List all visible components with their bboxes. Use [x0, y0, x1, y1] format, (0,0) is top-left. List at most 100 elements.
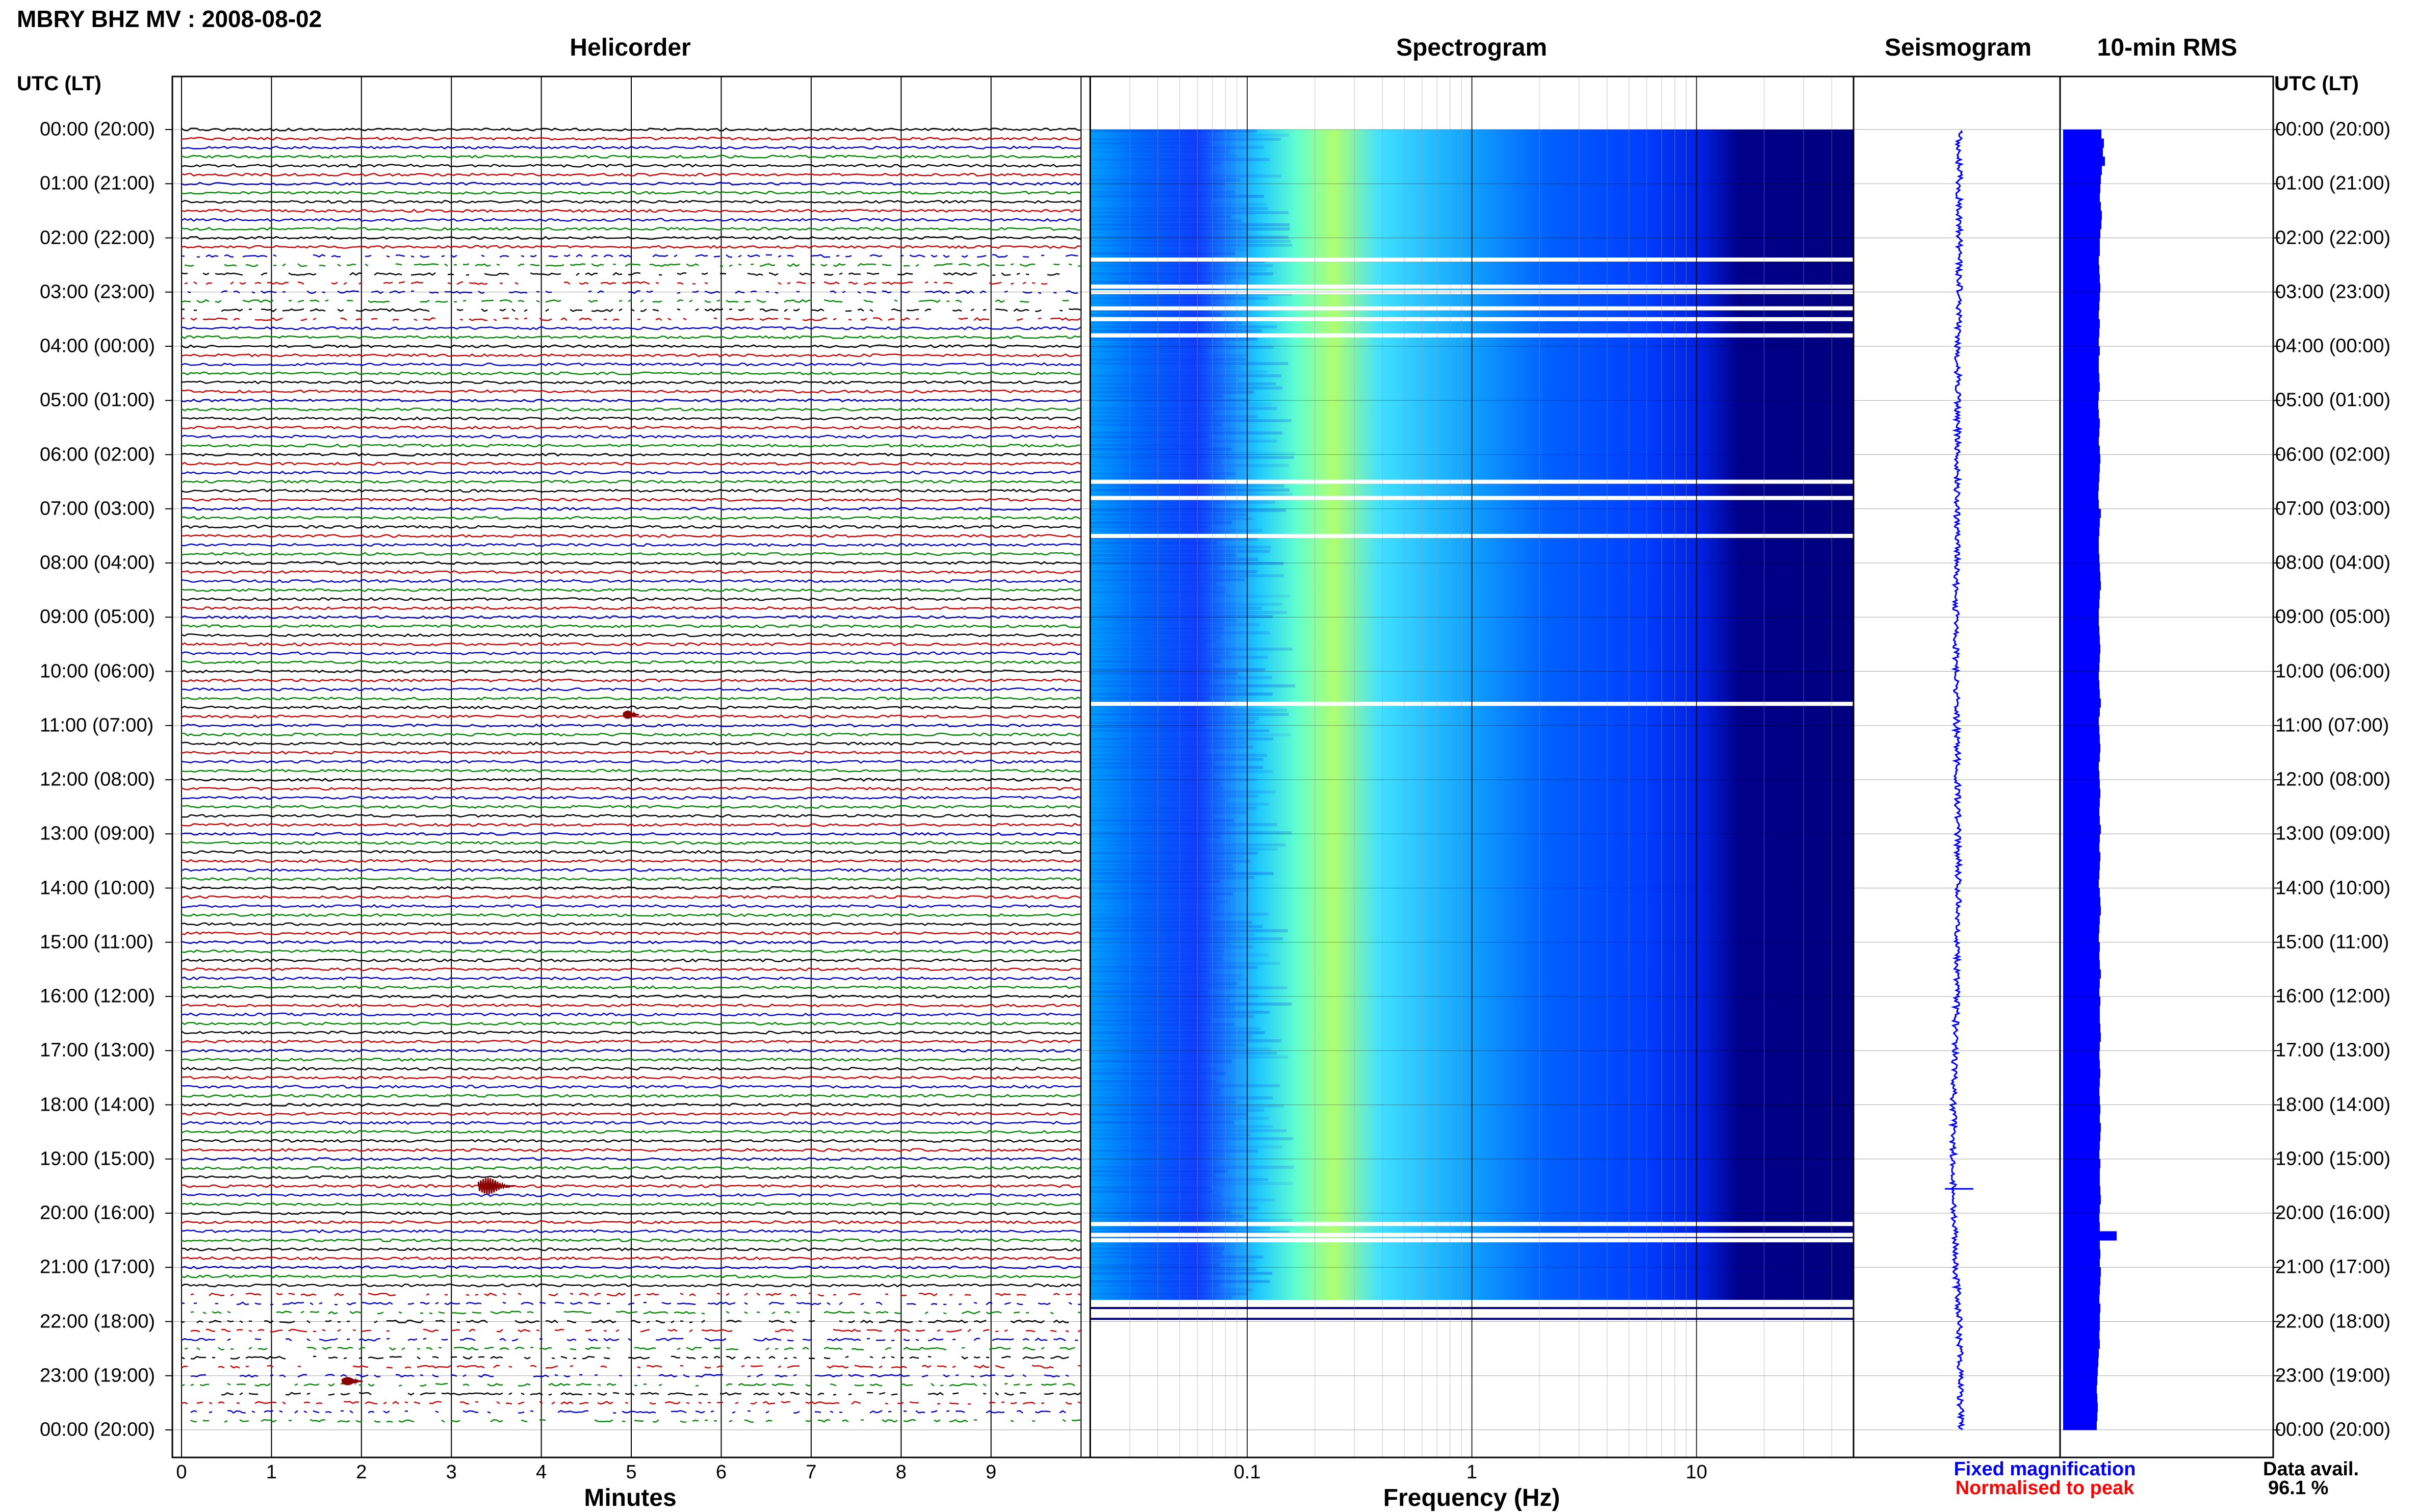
helicorder-trace — [181, 615, 1082, 620]
spectrogram-texture-row — [1090, 1133, 1250, 1136]
spectrogram-texture-row — [1090, 464, 1290, 467]
helicorder-trace — [181, 949, 1082, 954]
helicorder-trace — [181, 687, 1082, 691]
spectrogram-texture-row — [1090, 1145, 1282, 1148]
helicorder-trace — [184, 263, 1081, 267]
spectrogram-texture-row — [1090, 839, 1207, 842]
spectrogram-texture-row — [1090, 909, 1217, 912]
spectrogram-texture-row — [1090, 1015, 1254, 1018]
rms-bar — [2063, 1213, 2099, 1223]
rms-bar — [2063, 653, 2100, 663]
right-time-label: 14:00 (10:00) — [2275, 877, 2391, 899]
spectrogram-texture-row — [1090, 1215, 1244, 1218]
helicorder-trace — [181, 886, 1082, 890]
spectrogram-texture-row — [1090, 1035, 1253, 1038]
spectrogram-texture-row — [1090, 884, 1207, 887]
rms-bar — [2063, 698, 2101, 708]
rms-bar — [2063, 1231, 2117, 1241]
spectrogram-texture-row — [1090, 1247, 1225, 1250]
helicorder-trace — [181, 606, 1082, 610]
rms-bar — [2063, 1177, 2100, 1187]
rms-bar — [2063, 689, 2100, 699]
spectrogram-texture-row — [1090, 1109, 1264, 1112]
right-time-label: 21:00 (17:00) — [2275, 1256, 2391, 1278]
helicorder-panel — [182, 76, 1081, 1457]
rms-title: 10-min RMS — [2097, 34, 2238, 61]
left-time-label: 04:00 (00:00) — [40, 335, 156, 357]
helicorder-trace — [181, 380, 1082, 385]
spectrogram-texture-row — [1090, 146, 1264, 149]
spectrogram-texture-row — [1090, 896, 1216, 900]
helicorder-trace — [181, 1256, 1082, 1261]
right-time-label: 00:00 (20:00) — [2275, 118, 2391, 140]
rms-bar — [2063, 870, 2099, 880]
spectrogram-texture-row — [1090, 1186, 1211, 1189]
rms-bar — [2063, 1032, 2101, 1042]
helicorder-trace — [181, 1031, 1082, 1035]
spectrogram-texture-row — [1090, 790, 1276, 793]
spectrogram-texture-row — [1090, 941, 1230, 944]
helicorder-trace — [181, 136, 1082, 141]
spectrogram-texture-row — [1090, 1027, 1261, 1030]
rms-bar — [2063, 508, 2101, 518]
rms-bar — [2063, 328, 2099, 338]
spectrogram-texture-row — [1090, 1080, 1216, 1083]
rms-bar — [2063, 987, 2099, 997]
spectrogram-texture-row — [1090, 558, 1258, 561]
helicorder-trace — [181, 254, 1078, 258]
spectrogram-texture-row — [1090, 880, 1220, 883]
helicorder-trace — [181, 651, 1082, 655]
spectrogram-texture-row — [1090, 1202, 1222, 1206]
helicorder-trace — [181, 669, 1082, 674]
spectrogram-texture-row — [1090, 778, 1257, 781]
helicorder-trace — [181, 462, 1082, 466]
spectrogram-texture-row — [1090, 986, 1288, 989]
spectrogram-texture-row — [1090, 158, 1270, 161]
helicorder-trace — [181, 543, 1082, 547]
spectrogram-texture-row — [1090, 325, 1277, 328]
helicorder-event — [341, 1377, 363, 1386]
rms-bar — [2063, 617, 2099, 627]
spectrogram-texture-row — [1090, 1088, 1220, 1091]
rms-bar — [2063, 1059, 2100, 1069]
helicorder-trace — [181, 588, 1082, 592]
helicorder-trace — [181, 1120, 1082, 1125]
spectrogram-texture-row — [1090, 207, 1268, 210]
helicorder-trace — [181, 1238, 1082, 1243]
rms-bar — [2063, 825, 2101, 834]
spectrogram-texture-row — [1090, 407, 1277, 410]
spectrogram-texture-row — [1090, 921, 1252, 924]
spectrogram-texture-row — [1090, 627, 1224, 630]
spectrogram-texture-row — [1090, 1207, 1259, 1210]
spectrogram-texture-row — [1090, 374, 1281, 377]
spectrogram-texture-row — [1090, 615, 1273, 618]
rms-bar — [2063, 1276, 2100, 1286]
rms-bar — [2063, 671, 2099, 681]
rms-bar — [2063, 1330, 2099, 1340]
rms-panel — [2063, 130, 2117, 1430]
spectrogram-texture-row — [1090, 737, 1273, 740]
helicorder-trace — [181, 786, 1082, 791]
helicorder-trace — [181, 768, 1082, 773]
spectrogram-texture-row — [1090, 656, 1268, 659]
spectrogram-texture-row — [1090, 170, 1208, 173]
spectrogram-texture-row — [1090, 130, 1257, 133]
helicorder-trace — [181, 732, 1082, 737]
helicorder-trace — [181, 994, 1082, 998]
spectrogram-texture-row — [1090, 272, 1274, 275]
rms-bar — [2063, 1195, 2101, 1205]
spectrogram-texture-row — [1090, 1211, 1231, 1214]
right-time-label: 06:00 (02:00) — [2275, 444, 2391, 465]
spectrogram-texture-row — [1090, 750, 1206, 753]
helicorder-trace — [187, 290, 1078, 294]
left-time-label: 02:00 (22:00) — [40, 227, 156, 248]
spectrogram-texture-row — [1090, 766, 1264, 769]
rms-bar — [2063, 915, 2100, 925]
rms-bar — [2063, 472, 2099, 482]
left-time-label: 08:00 (04:00) — [40, 552, 156, 574]
helicorder-trace — [181, 163, 1082, 168]
rms-bar — [2063, 680, 2099, 690]
spectrogram-texture-row — [1090, 819, 1234, 822]
spectrogram-texture-row — [1090, 354, 1248, 357]
